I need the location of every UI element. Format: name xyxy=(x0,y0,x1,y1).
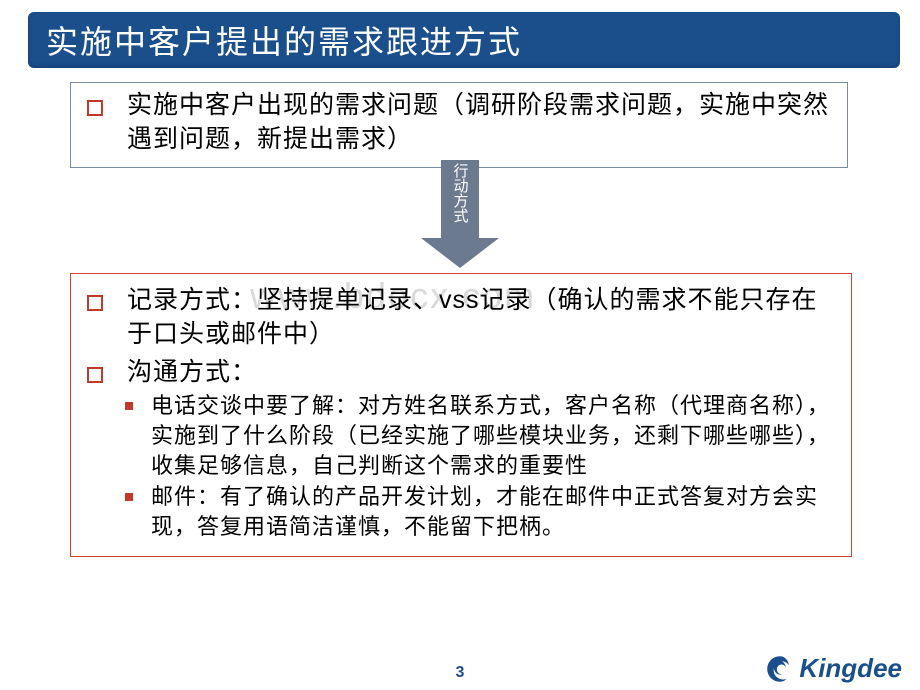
arrow-body: 行动方式 xyxy=(441,160,479,238)
solid-square-bullet-icon xyxy=(125,493,133,501)
title-bar: 实施中客户提出的需求跟进方式 xyxy=(28,12,900,68)
box2-item1: 记录方式：坚持提单记录、vss记录（确认的需求不能只存在于口头或邮件中） xyxy=(127,284,839,352)
box2-item2: 沟通方式： xyxy=(127,356,257,390)
brand-logo: Kingdee xyxy=(765,653,902,684)
hollow-square-bullet-icon xyxy=(87,295,103,311)
hollow-square-bullet-icon xyxy=(87,100,103,116)
box2-sub2-text: 邮件：有了确认的产品开发计划，才能在邮件中正式答复对方会实现，答复用语简洁谨慎，… xyxy=(151,482,839,541)
top-box: 实施中客户出现的需求问题（调研阶段需求问题，实施中突然遇到问题，新提出需求） xyxy=(70,82,848,168)
box1-text: 实施中客户出现的需求问题（调研阶段需求问题，实施中突然遇到问题，新提出需求） xyxy=(127,89,837,157)
box2-row1: 记录方式：坚持提单记录、vss记录（确认的需求不能只存在于口头或邮件中） xyxy=(81,284,839,352)
slide-title: 实施中客户提出的需求跟进方式 xyxy=(46,17,522,63)
arrow-label: 行动方式 xyxy=(453,160,468,238)
box2-sub2: 邮件：有了确认的产品开发计划，才能在邮件中正式答复对方会实现，答复用语简洁谨慎，… xyxy=(81,482,839,541)
box2-row2: 沟通方式： xyxy=(81,356,839,390)
solid-square-bullet-icon xyxy=(125,402,133,410)
box2-sub1-text: 电话交谈中要了解：对方姓名联系方式，客户名称（代理商名称），实施到了什么阶段（已… xyxy=(151,391,839,480)
bottom-box: 记录方式：坚持提单记录、vss记录（确认的需求不能只存在于口头或邮件中） 沟通方… xyxy=(70,273,852,557)
hollow-square-bullet-icon xyxy=(87,367,103,383)
arrow-head-icon xyxy=(421,238,499,268)
logo-text: Kingdee xyxy=(799,653,902,684)
box1-row: 实施中客户出现的需求问题（调研阶段需求问题，实施中突然遇到问题，新提出需求） xyxy=(81,89,837,157)
box2-sub1: 电话交谈中要了解：对方姓名联系方式，客户名称（代理商名称），实施到了什么阶段（已… xyxy=(81,391,839,480)
arrow-container: 行动方式 xyxy=(0,160,920,238)
logo-swirl-icon xyxy=(765,654,795,684)
